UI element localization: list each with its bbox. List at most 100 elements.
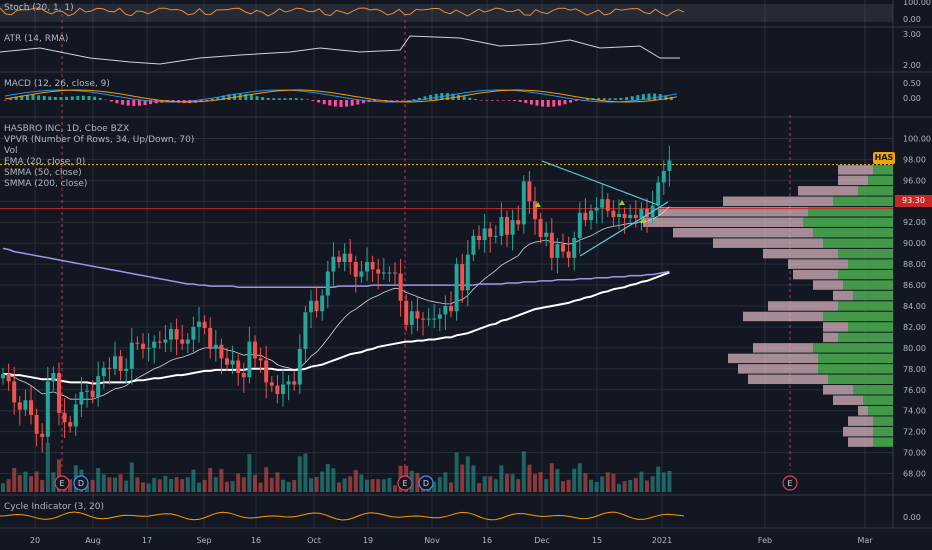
cycle-line (0, 511, 685, 521)
candle-body (213, 344, 218, 349)
macd-histogram-bar (31, 94, 35, 100)
event-marker-label: E (402, 479, 407, 488)
candle-body (409, 311, 414, 325)
volume-bar (163, 475, 168, 492)
macd-histogram-bar (664, 95, 668, 100)
candle-body (79, 391, 84, 405)
candle-body (426, 318, 431, 320)
volume-bar (533, 474, 537, 492)
candle-body (493, 235, 498, 237)
volume-bar (174, 477, 179, 492)
macd-histogram-bar (557, 100, 561, 106)
macd-signal-line (4, 89, 678, 103)
macd-histogram-bar (233, 93, 237, 100)
macd-histogram-bar (283, 98, 287, 100)
vpvr-up-bar (858, 186, 893, 196)
volume-bar (118, 474, 123, 492)
volume-bar (202, 479, 207, 492)
candle-body (639, 208, 644, 219)
volume-bar (269, 477, 274, 492)
candle-body (583, 212, 588, 221)
vpvr-up-bar (838, 248, 893, 259)
candle-body (96, 376, 101, 398)
macd-histogram-bar (529, 100, 533, 105)
ema-label: EMA (20, close, 0) (4, 157, 86, 167)
macd-histogram-bar (417, 97, 421, 100)
vpvr-down-bar (658, 207, 808, 217)
candle-body (544, 232, 549, 237)
time-tick-label: Oct (307, 536, 321, 545)
macd-histogram-bar (345, 100, 349, 107)
vpvr-up-bar (868, 405, 893, 416)
candle-body (219, 344, 224, 359)
candle-body (465, 254, 470, 291)
macd-histogram-bar (339, 100, 343, 107)
candle-body (482, 228, 487, 241)
event-marker-circle (73, 475, 89, 491)
volume-bar (650, 476, 655, 492)
macd-histogram-bar (361, 100, 365, 104)
macd-histogram-bar (602, 98, 606, 100)
macd-histogram-bar (266, 97, 270, 100)
vpvr-down-bar (858, 405, 868, 416)
vpvr-down-bar (728, 353, 818, 364)
macd-histogram-bar (507, 100, 511, 101)
candle-body (342, 253, 347, 263)
candle-body (600, 199, 605, 208)
volume-bar (589, 479, 593, 492)
macd-histogram-bar (300, 98, 304, 100)
price-tick-label: 96.00 (903, 176, 926, 185)
macd-histogram-bar (356, 100, 360, 105)
candle-body (90, 390, 95, 398)
price-tick-label: 92.00 (903, 218, 926, 227)
candle-body (152, 341, 157, 348)
volume-bar (219, 468, 224, 492)
volume-bar (600, 476, 605, 492)
candle-body (62, 412, 67, 423)
vpvr-up-bar (823, 238, 893, 248)
volume-bar (370, 479, 375, 492)
smma200-label: SMMA (200, close) (4, 179, 88, 189)
vpvr-up-bar (813, 343, 893, 353)
volume-bar (432, 482, 437, 492)
volume-bar (555, 468, 560, 492)
candle-body (68, 422, 73, 427)
vpvr-down-bar (838, 175, 868, 186)
macd-histogram-bar (445, 93, 449, 100)
macd-histogram-bar (552, 100, 556, 107)
candle-body (460, 264, 465, 291)
vpvr-down-bar (738, 364, 818, 374)
macd-histogram-bar (641, 94, 645, 100)
candle-body (292, 381, 297, 385)
macd-histogram-bar (636, 95, 640, 100)
candle-body (141, 343, 145, 349)
vpvr-up-bar (848, 322, 893, 332)
candle-body (180, 339, 185, 344)
volume-bar (477, 483, 481, 492)
volume-bar (135, 477, 140, 492)
candle-body (101, 367, 106, 377)
macd-histogram-bar (37, 95, 41, 100)
macd-histogram-bar (76, 95, 80, 100)
volume-bar (471, 465, 476, 492)
vpvr-down-bar (813, 280, 843, 290)
candle-body (135, 342, 140, 344)
vpvr-down-bar (713, 238, 823, 248)
macd-histogram-bar (98, 97, 102, 100)
volume-bar (443, 472, 448, 492)
volume-bar (493, 479, 498, 492)
vpvr-down-bar (843, 426, 873, 437)
macd-histogram-bar (434, 93, 438, 100)
vpvr-down-bar (673, 227, 813, 238)
macd-histogram-bar (546, 100, 550, 107)
volume-bar (309, 478, 313, 492)
vpvr-up-bar (813, 227, 893, 238)
macd-histogram-bar (210, 98, 214, 100)
macd-histogram-bar (311, 100, 315, 101)
candle-body (348, 253, 353, 263)
candle-body (17, 402, 22, 410)
candle-body (124, 368, 129, 371)
pattern-marker (640, 218, 646, 223)
candle-body (286, 381, 291, 385)
volume-bar (527, 464, 532, 492)
